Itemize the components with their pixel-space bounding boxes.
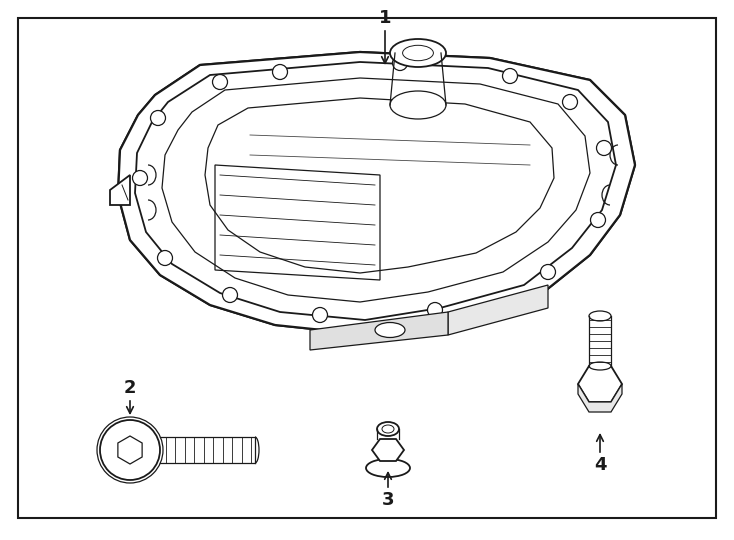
- Circle shape: [222, 287, 238, 302]
- Polygon shape: [110, 175, 130, 205]
- Text: 1: 1: [379, 9, 391, 27]
- Circle shape: [133, 171, 148, 186]
- Circle shape: [213, 75, 228, 90]
- Ellipse shape: [390, 39, 446, 67]
- Ellipse shape: [382, 425, 394, 433]
- Circle shape: [562, 94, 578, 110]
- Polygon shape: [448, 285, 548, 335]
- Text: 4: 4: [594, 456, 606, 474]
- Text: 3: 3: [382, 491, 394, 509]
- Circle shape: [597, 140, 611, 156]
- Circle shape: [427, 302, 443, 318]
- Circle shape: [393, 56, 407, 71]
- Ellipse shape: [390, 91, 446, 119]
- Circle shape: [503, 69, 517, 84]
- Polygon shape: [578, 384, 622, 412]
- Ellipse shape: [100, 420, 160, 480]
- Polygon shape: [372, 439, 404, 461]
- Polygon shape: [118, 52, 635, 335]
- Ellipse shape: [366, 459, 410, 477]
- Polygon shape: [118, 52, 635, 335]
- Text: 2: 2: [124, 379, 137, 397]
- Ellipse shape: [589, 311, 611, 321]
- Circle shape: [272, 64, 288, 79]
- Ellipse shape: [589, 362, 611, 370]
- Circle shape: [158, 251, 172, 266]
- Polygon shape: [118, 436, 142, 464]
- Polygon shape: [578, 366, 622, 402]
- Ellipse shape: [375, 322, 405, 338]
- Circle shape: [590, 213, 606, 227]
- Circle shape: [150, 111, 165, 125]
- Circle shape: [540, 265, 556, 280]
- Ellipse shape: [403, 45, 433, 60]
- Ellipse shape: [377, 422, 399, 436]
- Circle shape: [313, 307, 327, 322]
- Polygon shape: [310, 312, 448, 350]
